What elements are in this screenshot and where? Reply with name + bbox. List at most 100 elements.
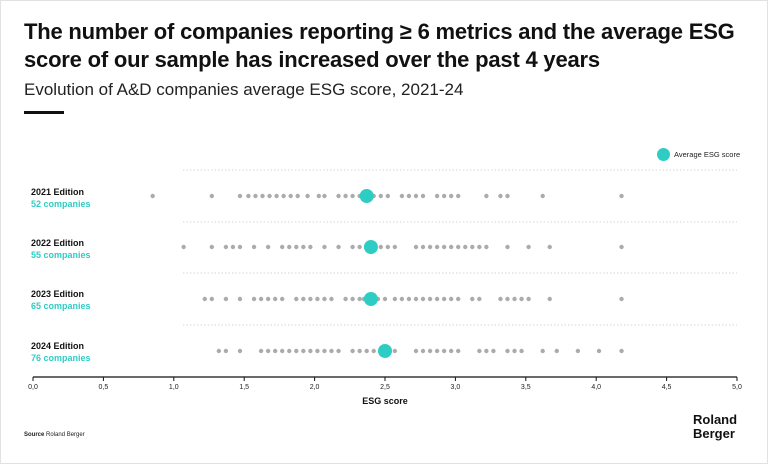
company-dot	[382, 296, 388, 302]
company-dot	[456, 244, 461, 250]
company-dot	[427, 296, 433, 302]
company-dot	[364, 348, 369, 354]
company-dot	[427, 244, 433, 250]
company-dot	[280, 348, 285, 354]
company-dot	[470, 296, 475, 302]
company-dot	[526, 244, 531, 250]
company-dot	[295, 193, 300, 199]
company-dot	[315, 348, 320, 354]
company-dot	[336, 244, 341, 250]
company-dot	[223, 296, 229, 302]
title-underline	[24, 111, 64, 114]
x-tick-label: 5,0	[732, 384, 742, 391]
company-dot	[357, 296, 362, 302]
company-dot	[519, 348, 524, 354]
average-marker	[378, 344, 392, 358]
company-dot	[216, 348, 222, 354]
company-dot	[288, 193, 293, 199]
company-dot	[265, 348, 271, 354]
company-dot	[619, 193, 624, 199]
company-dot	[434, 348, 440, 354]
company-dot	[619, 348, 624, 354]
edition-label: 2024 Edition	[31, 341, 85, 351]
source-label: Source	[24, 432, 45, 438]
company-dot	[308, 244, 313, 250]
company-dot	[420, 244, 426, 250]
page-subtitle: Evolution of A&D companies average ESG s…	[24, 80, 464, 99]
company-dot	[441, 193, 447, 199]
company-dot	[202, 296, 207, 302]
company-dot	[294, 348, 299, 354]
company-dot	[301, 244, 306, 250]
company-dot	[251, 244, 257, 250]
company-dot	[308, 348, 313, 354]
row-label-2023: 2023 Edition 65 companies	[31, 288, 141, 313]
company-dot	[378, 244, 383, 250]
company-dot	[287, 348, 292, 354]
company-dot	[484, 348, 489, 354]
company-dot	[505, 348, 510, 354]
company-dot	[619, 244, 624, 250]
company-dot	[519, 296, 524, 302]
edition-label: 2022 Edition	[31, 238, 85, 248]
x-tick-label: 0,5	[99, 384, 109, 391]
company-dot	[477, 296, 482, 302]
company-dot	[512, 348, 517, 354]
company-dot	[251, 296, 257, 302]
companies-count: 76 companies	[31, 353, 91, 363]
company-dot	[406, 296, 412, 302]
company-dot	[305, 193, 310, 199]
company-dot	[267, 193, 272, 199]
company-dot	[274, 193, 279, 199]
company-dot	[434, 193, 440, 199]
company-dot	[336, 348, 341, 354]
company-dot	[420, 296, 426, 302]
company-dot	[230, 244, 236, 250]
row-label-2024: 2024 Edition 76 companies	[31, 340, 141, 365]
company-dot	[280, 296, 285, 302]
company-dot	[343, 296, 348, 302]
brand-line-1: Roland	[693, 412, 738, 427]
company-dot	[280, 244, 285, 250]
company-dot	[315, 296, 320, 302]
company-dot	[448, 296, 454, 302]
company-dot	[399, 193, 405, 199]
edition-label: 2021 Edition	[31, 187, 85, 197]
company-dot	[505, 244, 510, 250]
chart-legend: Average ESG score	[657, 148, 740, 161]
company-dot	[392, 296, 398, 302]
company-dot	[434, 244, 440, 250]
company-dot	[554, 348, 559, 354]
company-dot	[540, 348, 545, 354]
company-dot	[512, 296, 517, 302]
company-dot	[448, 193, 454, 199]
company-dot	[237, 193, 243, 199]
page-title: The number of companies reporting ≥ 6 me…	[24, 19, 735, 72]
edition-label: 2023 Edition	[31, 289, 85, 299]
company-dot	[477, 348, 482, 354]
source-note: Source Roland Berger	[24, 432, 85, 438]
company-dot	[223, 244, 229, 250]
company-dot	[441, 348, 447, 354]
company-dot	[272, 348, 278, 354]
company-dot	[272, 296, 278, 302]
x-tick-label: 2,0	[310, 384, 320, 391]
company-dot	[357, 244, 362, 250]
company-dot	[265, 244, 271, 250]
x-tick-label: 4,5	[662, 384, 672, 391]
company-dot	[526, 296, 531, 302]
x-tick-label: 1,0	[169, 384, 179, 391]
company-dot	[392, 348, 398, 354]
company-dot	[547, 244, 552, 250]
company-dot	[406, 193, 412, 199]
company-dot	[385, 193, 391, 199]
company-dot	[322, 244, 327, 250]
company-dot	[209, 244, 215, 250]
company-dot	[343, 193, 348, 199]
x-axis-label: ESG score	[362, 396, 408, 406]
companies-count: 55 companies	[31, 250, 91, 260]
legend-label-average: Average ESG score	[674, 150, 741, 159]
company-dot	[575, 348, 581, 354]
company-dot	[413, 348, 419, 354]
